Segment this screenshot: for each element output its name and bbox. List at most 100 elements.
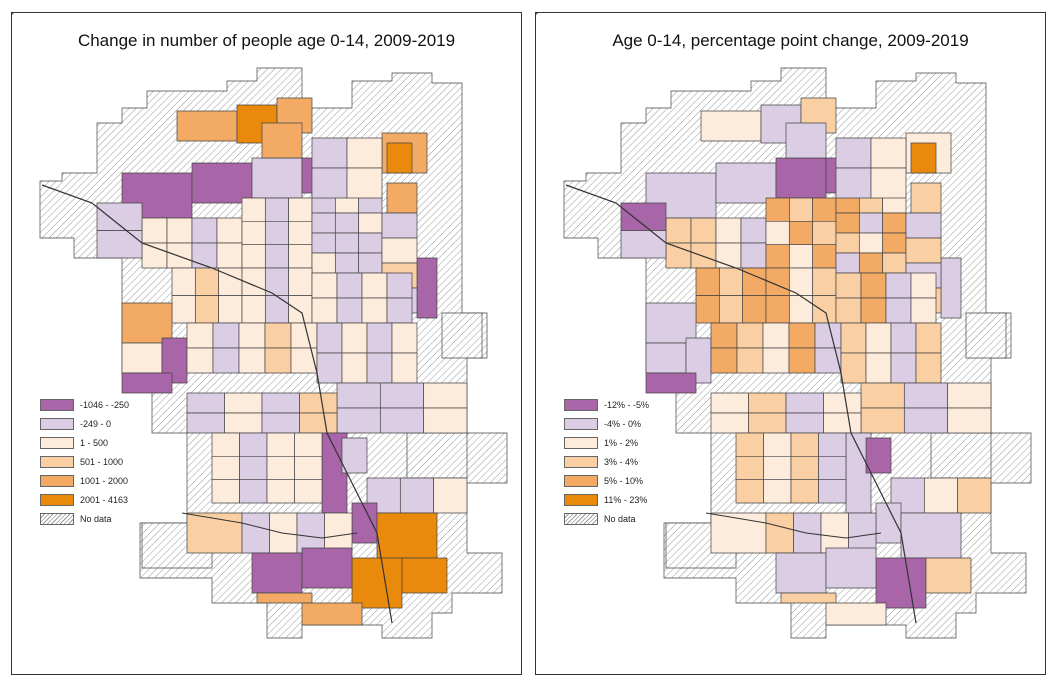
legend-item: No data <box>40 509 129 528</box>
community-area <box>788 295 814 324</box>
community-area <box>316 352 343 384</box>
community-area <box>905 237 942 264</box>
community-area <box>736 347 764 374</box>
community-area <box>241 220 266 246</box>
legend-swatch <box>40 493 74 506</box>
community-area <box>301 547 353 589</box>
community-area <box>166 217 193 244</box>
legend-swatch <box>564 493 598 506</box>
community-area <box>710 392 749 414</box>
community-area <box>288 220 313 246</box>
community-area <box>212 322 240 349</box>
community-area <box>334 212 360 234</box>
community-area <box>665 242 692 269</box>
community-area <box>186 347 214 374</box>
community-area <box>840 322 867 354</box>
community-area <box>763 479 792 504</box>
community-area <box>735 432 764 457</box>
community-area <box>825 602 887 626</box>
community-area <box>748 412 787 434</box>
community-area <box>700 110 762 142</box>
community-area <box>860 407 905 434</box>
community-area <box>858 232 884 254</box>
community-area <box>790 432 819 457</box>
community-area <box>812 267 837 296</box>
community-area <box>788 347 816 374</box>
community-area <box>288 244 313 269</box>
community-area <box>264 220 290 246</box>
community-area <box>324 512 353 554</box>
community-area <box>923 477 959 514</box>
community-area <box>947 407 992 434</box>
community-area <box>860 272 887 299</box>
community-area <box>311 297 338 324</box>
legend-label: 3% - 4% <box>604 456 639 467</box>
community-area <box>121 302 173 344</box>
community-area <box>823 412 862 434</box>
community-area <box>361 297 388 324</box>
legend-label: 1001 - 2000 <box>80 475 129 486</box>
community-area <box>266 479 295 504</box>
community-area <box>381 212 418 239</box>
river-line <box>565 184 917 624</box>
community-area <box>358 252 383 274</box>
community-area <box>171 295 196 324</box>
community-area <box>376 512 438 559</box>
community-area <box>775 552 827 594</box>
legend-label: -249 - 0 <box>80 418 112 429</box>
legend-item: 501 - 1000 <box>40 452 129 471</box>
community-area <box>301 602 363 626</box>
legend-label: 501 - 1000 <box>80 456 124 467</box>
community-area <box>788 322 816 349</box>
community-area <box>742 295 767 324</box>
community-area <box>381 237 418 264</box>
community-area <box>386 272 413 299</box>
community-area <box>358 232 383 254</box>
community-area <box>814 322 842 349</box>
community-area <box>266 432 295 457</box>
community-area <box>762 322 790 349</box>
community-area <box>224 412 263 434</box>
river-line <box>705 512 882 539</box>
community-area <box>176 110 238 142</box>
community-area <box>239 432 268 457</box>
community-area <box>940 257 962 319</box>
legend-label: -12% - -5% <box>604 399 650 410</box>
community-area <box>790 455 819 481</box>
legend-swatch <box>564 436 598 449</box>
community-area <box>885 297 912 324</box>
no-data-area <box>441 312 483 359</box>
legend-label: 11% - 23% <box>604 494 648 505</box>
community-area <box>216 217 243 244</box>
community-area <box>346 167 383 199</box>
community-area <box>186 392 225 414</box>
community-area <box>191 217 218 244</box>
community-area <box>645 302 697 344</box>
community-area <box>715 242 742 269</box>
community-area <box>870 167 907 199</box>
community-area <box>765 244 790 269</box>
community-area <box>290 322 318 349</box>
community-area <box>915 322 942 354</box>
community-area <box>299 412 338 434</box>
community-area <box>238 322 266 349</box>
community-area <box>194 267 220 296</box>
community-area <box>710 412 749 434</box>
legend-item: 1% - 2% <box>564 433 649 452</box>
community-area <box>264 197 290 222</box>
community-area <box>336 272 363 299</box>
community-area <box>748 392 787 414</box>
community-area <box>334 232 360 254</box>
legend-label: 2001 - 4163 <box>80 494 129 505</box>
community-area <box>645 342 687 374</box>
legend-item: -12% - -5% <box>564 395 649 414</box>
community-area <box>710 347 738 374</box>
community-area <box>346 137 383 169</box>
community-area <box>812 220 837 246</box>
community-area <box>191 162 253 204</box>
community-area <box>311 252 336 274</box>
community-area <box>736 322 764 349</box>
river-line <box>181 512 358 539</box>
community-area <box>241 512 270 554</box>
community-area <box>336 407 381 434</box>
